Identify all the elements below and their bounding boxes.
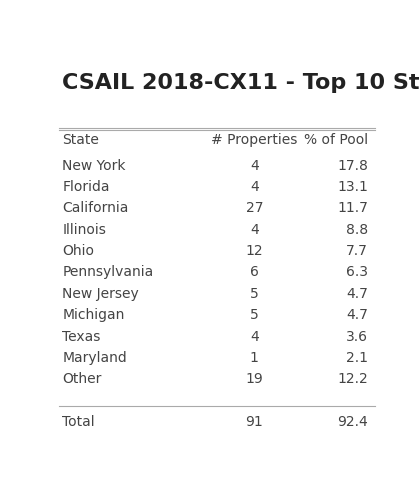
Text: 4: 4: [250, 180, 259, 194]
Text: Florida: Florida: [62, 180, 110, 194]
Text: Total: Total: [62, 415, 95, 429]
Text: 4: 4: [250, 223, 259, 237]
Text: 91: 91: [245, 415, 263, 429]
Text: 13.1: 13.1: [337, 180, 368, 194]
Text: 4: 4: [250, 159, 259, 172]
Text: Michigan: Michigan: [62, 308, 125, 322]
Text: 5: 5: [250, 287, 259, 301]
Text: 4.7: 4.7: [346, 308, 368, 322]
Text: Illinois: Illinois: [62, 223, 106, 237]
Text: New York: New York: [62, 159, 126, 172]
Text: 12: 12: [246, 244, 263, 258]
Text: 6.3: 6.3: [346, 265, 368, 280]
Text: 4: 4: [250, 330, 259, 343]
Text: 3.6: 3.6: [346, 330, 368, 343]
Text: Pennsylvania: Pennsylvania: [62, 265, 154, 280]
Text: 17.8: 17.8: [337, 159, 368, 172]
Text: 1: 1: [250, 351, 259, 365]
Text: California: California: [62, 201, 129, 215]
Text: State: State: [62, 133, 99, 148]
Text: # Properties: # Properties: [211, 133, 297, 148]
Text: 5: 5: [250, 308, 259, 322]
Text: 12.2: 12.2: [338, 372, 368, 386]
Text: 6: 6: [250, 265, 259, 280]
Text: % of Pool: % of Pool: [304, 133, 368, 148]
Text: 27: 27: [246, 201, 263, 215]
Text: New Jersey: New Jersey: [62, 287, 139, 301]
Text: 19: 19: [245, 372, 263, 386]
Text: 11.7: 11.7: [337, 201, 368, 215]
Text: 4.7: 4.7: [346, 287, 368, 301]
Text: Ohio: Ohio: [62, 244, 94, 258]
Text: 2.1: 2.1: [346, 351, 368, 365]
Text: Other: Other: [62, 372, 102, 386]
Text: CSAIL 2018-CX11 - Top 10 States: CSAIL 2018-CX11 - Top 10 States: [62, 74, 420, 94]
Text: 8.8: 8.8: [346, 223, 368, 237]
Text: Texas: Texas: [62, 330, 101, 343]
Text: 92.4: 92.4: [338, 415, 368, 429]
Text: 7.7: 7.7: [346, 244, 368, 258]
Text: Maryland: Maryland: [62, 351, 127, 365]
